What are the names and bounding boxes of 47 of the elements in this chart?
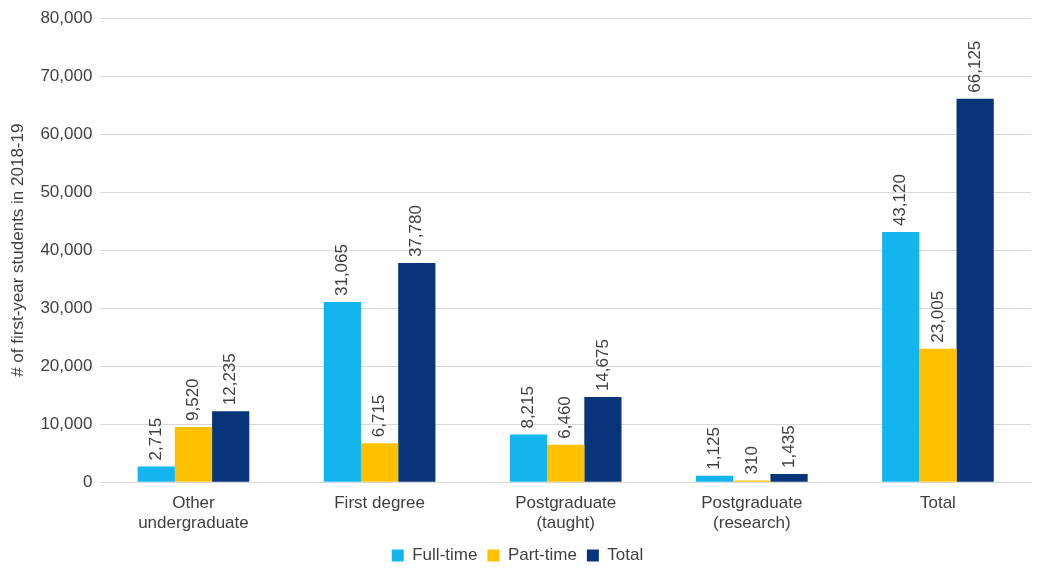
data-label: 66,125 [964, 40, 984, 93]
data-label: 6,715 [369, 394, 389, 438]
data-label: 37,780 [406, 205, 426, 258]
data-label: 12,235 [220, 353, 240, 406]
legend-label: Part-time [507, 545, 577, 565]
data-label: 1,125 [704, 427, 724, 470]
legend-label: Full-time [412, 545, 478, 565]
data-label: 9,520 [183, 378, 203, 421]
bar [212, 411, 250, 482]
data-label: 6,460 [555, 396, 575, 439]
y-tick-label: 50,000 [40, 181, 93, 201]
y-tick-label: 0 [82, 471, 93, 491]
y-tick-label: 40,000 [40, 239, 93, 259]
y-tick-label: 60,000 [40, 123, 93, 143]
bar [770, 473, 808, 482]
data-label: 43,120 [890, 174, 910, 227]
x-tick-label: Postgraduate (research) [701, 493, 803, 533]
y-tick-label: 10,000 [40, 413, 93, 433]
data-label: 8,215 [518, 386, 538, 429]
y-tick-label: 20,000 [40, 355, 93, 375]
data-label: 2,715 [145, 417, 165, 461]
data-label: 1,435 [778, 425, 798, 468]
x-tick-label: First degree [334, 493, 425, 513]
x-tick-label: Postgraduate (taught) [515, 493, 617, 533]
bar [509, 434, 548, 482]
bar [137, 466, 175, 482]
data-label: 31,065 [332, 244, 352, 297]
x-tick-label: Total [919, 493, 956, 513]
data-label: 23,005 [927, 290, 947, 343]
legend-label: Total [607, 545, 644, 565]
bar [398, 263, 436, 482]
bar [919, 348, 957, 482]
y-tick-label: 80,000 [40, 7, 93, 27]
bar [956, 98, 994, 482]
x-tick-label: Other undergraduate [138, 493, 249, 533]
data-label: 310 [741, 446, 761, 475]
bar [882, 232, 920, 482]
bar [584, 397, 622, 482]
bar [174, 426, 213, 482]
y-tick-label: 30,000 [40, 297, 93, 317]
bar [323, 302, 361, 482]
y-axis-title: # of first-year students in 2018-19 [7, 123, 27, 377]
data-label: 14,675 [592, 339, 612, 392]
bar [547, 444, 585, 482]
y-tick-label: 70,000 [40, 65, 93, 85]
bar [695, 475, 734, 482]
bar [360, 443, 399, 482]
